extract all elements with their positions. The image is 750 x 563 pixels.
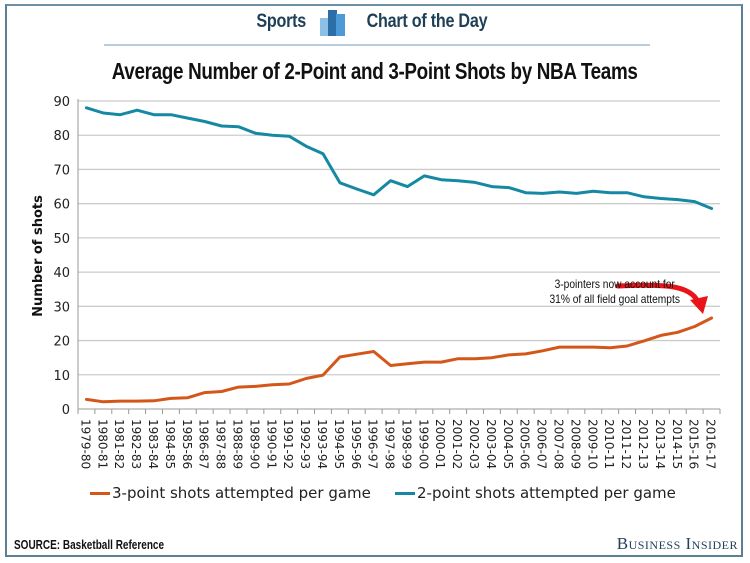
legend-swatch-2-point	[395, 491, 415, 495]
x-tick-label: 2014-15	[670, 419, 684, 469]
x-tick-label: 2013-14	[653, 419, 667, 469]
x-tick-label: 1989-90	[247, 419, 261, 469]
x-tick-label: 1992-93	[298, 419, 312, 469]
x-tick-label: 1995-96	[349, 419, 363, 469]
chart-frame	[5, 4, 743, 557]
y-tick-label: 60	[53, 198, 70, 213]
x-tick-label: 2008-09	[568, 419, 582, 469]
annotation-arrow-head	[690, 296, 708, 314]
chart-header: Sports Chart of the Day	[0, 8, 750, 38]
series-line-2-point	[84, 106, 714, 210]
source-note: SOURCE: Basketball Reference	[14, 538, 165, 552]
x-tick-label: 2016-17	[704, 419, 718, 469]
x-tick-label: 1985-86	[180, 419, 194, 469]
legend-label-2-point: 2-point shots attempted per game	[417, 484, 676, 502]
x-tick-label: 2015-16	[687, 419, 701, 469]
x-tick-label: 2003-04	[484, 419, 498, 469]
x-tick-label: 2000-01	[433, 419, 447, 469]
x-tick-label: 1998-99	[399, 419, 413, 469]
x-tick-label: 2007-08	[552, 419, 566, 469]
legend-label-3-point: 3-point shots attempted per game	[112, 484, 371, 502]
y-tick-label: 10	[53, 369, 70, 384]
x-tick-label: 2010-11	[602, 419, 616, 469]
x-tick-label: 1994-95	[332, 419, 346, 469]
x-tick-label: 2002-03	[467, 419, 481, 469]
x-tick-label: 1990-91	[264, 419, 278, 469]
x-tick-label: 1991-92	[281, 419, 295, 469]
x-tick-label: 1981-82	[112, 419, 126, 469]
x-tick-label: 2006-07	[535, 419, 549, 469]
y-tick-label: 20	[53, 335, 70, 350]
x-tick-label: 1979-80	[78, 419, 92, 469]
x-tick-label: 2004-05	[501, 419, 515, 469]
x-tick-label: 1999-00	[416, 419, 430, 469]
header-sports-label: Sports	[256, 11, 306, 32]
legend-item-3-point: 3-point shots attempted per game	[90, 484, 371, 502]
header-chart-of-day-label: Chart of the Day	[366, 11, 488, 32]
x-tick-label: 1993-94	[315, 419, 329, 469]
x-tick-label: 1986-87	[197, 419, 211, 469]
y-tick-label: 70	[53, 163, 70, 178]
x-tick-label: 1980-81	[95, 419, 109, 469]
x-tick-label: 1984-85	[163, 419, 177, 469]
x-tick-label: 1988-89	[231, 419, 245, 469]
header-divider	[104, 44, 650, 46]
annotation-arrow-shaft	[615, 282, 701, 305]
x-tick-label: 1996-97	[366, 419, 380, 469]
y-tick-label: 0	[62, 403, 70, 418]
y-axis-label: Number of shots	[31, 195, 46, 317]
y-tick-label: 90	[53, 95, 70, 110]
x-tick-label: 2009-10	[585, 419, 599, 469]
x-tick-label: 1983-84	[146, 419, 160, 469]
bar-chart-icon	[320, 8, 346, 36]
x-tick-label: 1982-83	[129, 419, 143, 469]
brand-logo: Business Insider	[616, 534, 738, 553]
y-tick-label: 30	[53, 300, 70, 315]
x-tick-label: 1997-98	[383, 419, 397, 469]
chart-title: Average Number of 2-Point and 3-Point Sh…	[112, 58, 638, 84]
y-tick-label: 80	[53, 129, 70, 144]
y-tick-label: 50	[53, 232, 70, 247]
y-tick-label: 40	[53, 266, 70, 281]
legend-swatch-3-point	[90, 491, 110, 495]
annotation-text: 3-pointers now account for 31% of all fi…	[549, 277, 681, 306]
legend-item-2-point: 2-point shots attempted per game	[395, 484, 676, 502]
x-tick-label: 2012-13	[636, 419, 650, 469]
x-tick-label: 2005-06	[518, 419, 532, 469]
x-tick-label: 2011-12	[619, 419, 633, 469]
x-tick-label: 2001-02	[450, 419, 464, 469]
series-line-3-point	[84, 316, 714, 404]
x-tick-label: 1987-88	[214, 419, 228, 469]
